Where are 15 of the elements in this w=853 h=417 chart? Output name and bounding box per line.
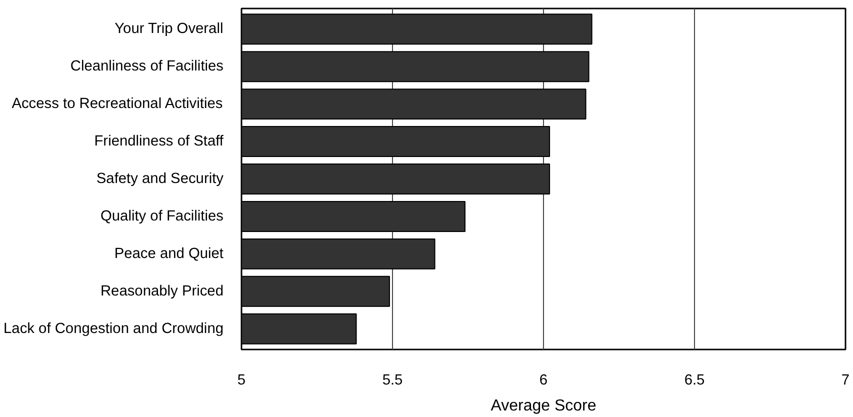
y-tick-label: Lack of Congestion and Crowding: [4, 320, 224, 337]
y-tick-label: Your Trip Overall: [114, 21, 224, 38]
x-tick-label: 6: [539, 372, 548, 388]
y-tick-label: Friendliness of Staff: [94, 134, 224, 150]
y-tick-label: Access to Recreational Activities: [12, 96, 223, 112]
y-tick-label: Quality of Facilities: [100, 208, 224, 224]
x-axis-title: Average Score: [490, 398, 596, 414]
x-tick-label: 5.5: [382, 372, 403, 388]
y-tick-label: Safety and Security: [96, 171, 224, 187]
x-tick-label: 7: [841, 372, 850, 388]
x-tick-label: 5: [237, 372, 246, 388]
y-tick-label: Reasonably Priced: [100, 283, 224, 300]
x-tick-label: 6.5: [684, 372, 705, 388]
y-tick-label: Cleanliness of Facilities: [70, 58, 224, 75]
y-tick-label: Peace and Quiet: [114, 246, 224, 262]
